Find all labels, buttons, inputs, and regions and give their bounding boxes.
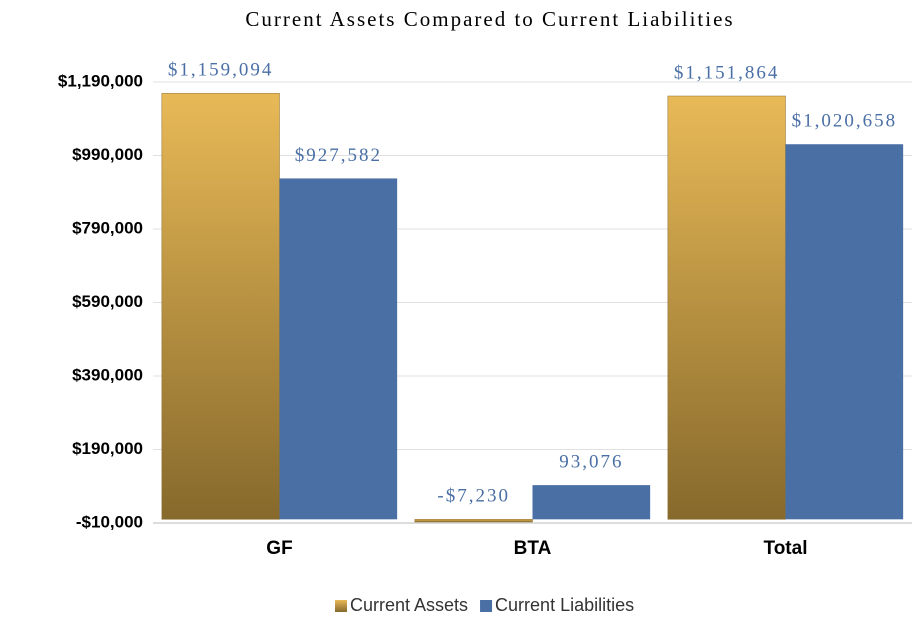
x-tick-label: BTA xyxy=(514,538,552,559)
value-label: $927,582 xyxy=(295,145,382,166)
bar xyxy=(532,485,651,520)
value-label: $1,020,658 xyxy=(792,111,898,132)
x-tick-label: Total xyxy=(764,538,808,559)
value-label: -$7,230 xyxy=(437,486,510,507)
y-tick-label: $590,000 xyxy=(72,292,143,311)
legend-swatch xyxy=(335,600,347,612)
y-tick-label: $1,190,000 xyxy=(58,71,143,90)
x-tick-label: GF xyxy=(266,538,292,559)
bar xyxy=(785,144,904,520)
y-tick-label: -$10,000 xyxy=(76,512,143,531)
value-label: $1,151,864 xyxy=(674,62,780,83)
y-tick-label: $390,000 xyxy=(72,365,143,384)
y-tick-label: $990,000 xyxy=(72,145,143,164)
value-label: $1,159,094 xyxy=(168,60,274,81)
bar xyxy=(414,519,533,523)
legend-swatch xyxy=(480,600,493,612)
legend-label: Current Liabilities xyxy=(495,595,634,615)
legend-label: Current Assets xyxy=(350,595,468,615)
bar xyxy=(279,178,398,520)
y-tick-label: $190,000 xyxy=(72,439,143,458)
bar xyxy=(667,95,786,520)
y-tick-label: $790,000 xyxy=(72,218,143,237)
chart-title: Current Assets Compared to Current Liabi… xyxy=(245,7,734,31)
value-label: 93,076 xyxy=(559,451,623,472)
bar xyxy=(161,93,280,520)
